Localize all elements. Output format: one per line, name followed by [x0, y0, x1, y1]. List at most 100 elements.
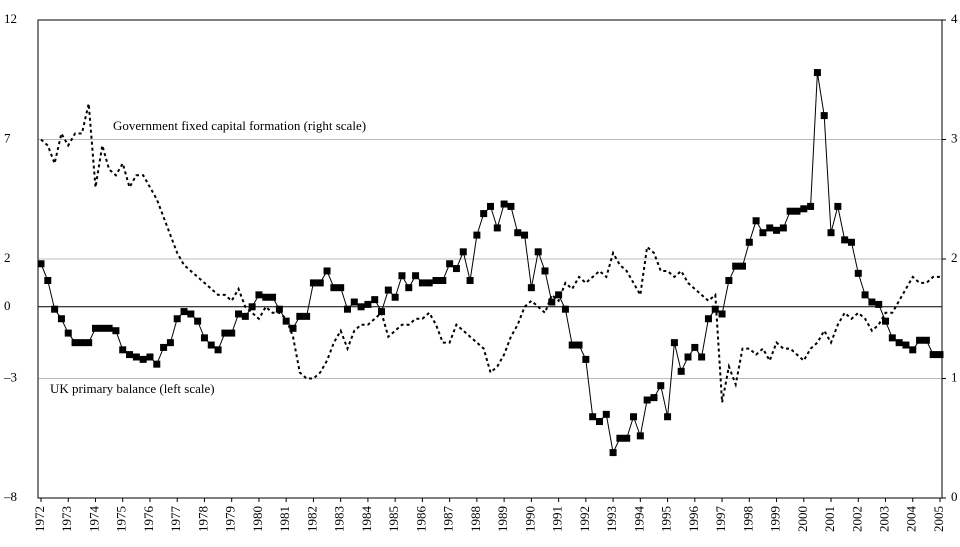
- point-marker: [64, 329, 72, 337]
- x-tick-label: 1978: [195, 506, 210, 532]
- x-tick-label: 1974: [86, 506, 101, 533]
- y2-tick-label: 4: [951, 11, 958, 26]
- point-marker: [888, 334, 896, 342]
- y-tick-label: –3: [3, 369, 17, 384]
- series-line: [40, 103, 940, 403]
- point-marker: [595, 418, 603, 426]
- point-marker: [452, 265, 460, 273]
- point-marker: [473, 231, 481, 239]
- point-marker: [241, 312, 249, 320]
- point-marker: [275, 305, 283, 313]
- point-marker: [235, 310, 243, 318]
- point-marker: [909, 346, 917, 354]
- point-marker: [759, 229, 767, 237]
- point-marker: [514, 229, 522, 237]
- y-tick-label: 7: [4, 130, 11, 145]
- y2-tick-label: 2: [951, 250, 958, 265]
- point-marker: [487, 202, 494, 210]
- point-marker: [507, 202, 515, 210]
- y-tick-label: 2: [4, 250, 11, 265]
- point-marker: [902, 341, 910, 349]
- point-marker: [630, 413, 638, 421]
- point-marker: [173, 315, 181, 323]
- x-tick-label: 1999: [768, 506, 783, 532]
- x-tick-label: 1994: [631, 506, 646, 533]
- point-marker: [139, 355, 147, 363]
- y-tick-label: –8: [3, 489, 17, 504]
- x-tick-label: 1998: [740, 506, 755, 532]
- point-marker: [636, 432, 644, 440]
- point-marker: [766, 224, 774, 232]
- point-marker: [670, 339, 678, 347]
- x-tick-label: 1976: [141, 506, 156, 533]
- point-marker: [248, 303, 256, 311]
- point-marker: [194, 317, 202, 325]
- point-marker: [309, 279, 317, 287]
- point-marker: [418, 279, 426, 287]
- x-tick-label: 2003: [876, 506, 891, 532]
- x-tick-label: 1985: [386, 506, 401, 532]
- point-marker: [289, 324, 297, 332]
- point-marker: [303, 312, 311, 320]
- point-marker: [916, 336, 924, 344]
- point-marker: [786, 207, 794, 215]
- x-tick-label: 2004: [904, 506, 919, 533]
- point-marker: [228, 329, 236, 337]
- x-tick-label: 1984: [359, 506, 374, 533]
- point-marker: [91, 324, 99, 332]
- x-tick-label: 1987: [441, 506, 456, 533]
- point-marker: [98, 324, 106, 332]
- x-tick-label: 1995: [659, 506, 674, 532]
- point-marker: [827, 229, 835, 237]
- x-tick-label: 1979: [223, 506, 238, 532]
- x-tick-label: 2002: [849, 506, 864, 532]
- point-marker: [262, 293, 270, 301]
- point-marker: [834, 202, 842, 210]
- point-marker: [214, 346, 222, 354]
- point-marker: [105, 324, 113, 332]
- y-tick-label: 0: [4, 298, 11, 313]
- point-marker: [412, 272, 420, 280]
- point-marker: [820, 112, 828, 120]
- point-marker: [146, 353, 154, 361]
- point-marker: [813, 69, 821, 77]
- point-marker: [330, 284, 338, 292]
- point-marker: [466, 277, 474, 285]
- point-marker: [718, 310, 726, 318]
- point-marker: [773, 226, 781, 234]
- point-marker: [657, 382, 665, 390]
- point-marker: [432, 277, 440, 285]
- x-tick-label: 1993: [604, 506, 619, 532]
- point-marker: [555, 291, 563, 299]
- point-marker: [616, 434, 624, 442]
- point-marker: [405, 284, 413, 292]
- point-marker: [895, 339, 903, 347]
- x-tick-label: 1977: [168, 506, 183, 533]
- point-marker: [119, 346, 127, 354]
- point-marker: [425, 279, 433, 287]
- point-marker: [439, 277, 447, 285]
- point-marker: [166, 339, 174, 347]
- point-marker: [534, 248, 542, 256]
- point-marker: [357, 303, 365, 311]
- point-marker: [643, 396, 651, 404]
- point-marker: [684, 353, 692, 361]
- y2-tick-label: 0: [951, 489, 958, 504]
- x-tick-label: 2001: [822, 506, 837, 532]
- point-marker: [623, 434, 631, 442]
- x-tick-label: 1992: [577, 506, 592, 532]
- point-marker: [57, 315, 65, 323]
- x-tick-label: 1980: [250, 506, 265, 532]
- x-tick-label: 1988: [468, 506, 483, 532]
- point-marker: [745, 238, 753, 246]
- point-marker: [568, 341, 576, 349]
- point-marker: [807, 202, 815, 210]
- point-marker: [51, 305, 59, 313]
- x-tick-label: 1997: [713, 506, 728, 533]
- y2-tick-label: 3: [951, 130, 958, 145]
- point-marker: [936, 351, 944, 359]
- point-marker: [132, 353, 140, 361]
- point-marker: [112, 327, 120, 335]
- x-tick-label: 1975: [114, 506, 129, 532]
